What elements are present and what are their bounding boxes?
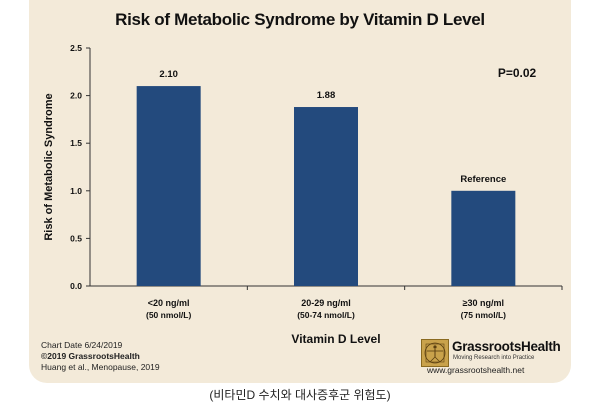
x-tick-label: ≥30 ng/ml [463,298,504,308]
y-tick-label: 2.5 [70,43,82,53]
p-value-annotation: P=0.02 [498,66,537,80]
vitruvian-man-icon [421,339,449,367]
image-caption: (비타민D 수치와 대사증후군 위험도) [209,388,391,402]
x-tick-label: 20-29 ng/ml [301,298,351,308]
chart-title: Risk of Metabolic Syndrome by Vitamin D … [115,10,485,29]
bar-value-label: 1.88 [317,90,336,101]
x-tick-sublabel: (75 nmol/L) [461,310,507,320]
y-tick-label: 1.0 [70,186,82,196]
bar [136,86,201,286]
y-tick-label: 1.5 [70,138,82,148]
y-tick-label: 0.0 [70,281,82,291]
bar [451,190,516,286]
x-tick-sublabel: (50 nmol/L) [146,310,192,320]
chart-footer: Chart Date 6/24/2019 ©2019 GrassrootsHea… [41,340,160,373]
chart-date: Chart Date 6/24/2019 [41,340,123,350]
source-citation: Huang et al., Menopause, 2019 [41,362,160,372]
bar-value-label: Reference [460,174,506,185]
copyright-text: ©2019 GrassrootsHealth [41,351,140,361]
y-axis-label: Risk of Metabolic Syndrome [43,93,55,240]
x-axis-label: Vitamin D Level [291,332,380,346]
bar-value-label: 2.10 [159,69,178,80]
y-tick-label: 2.0 [70,91,82,101]
logo-tagline: Moving Research into Practice [453,355,535,361]
grassroots-logo: GrassrootsHealth Moving Research into Pr… [421,337,561,377]
bar [294,107,358,286]
logo-name: GrassrootsHealth [452,339,561,354]
y-tick-label: 0.5 [70,233,82,243]
x-tick-label: <20 ng/ml [148,298,190,308]
website-url: www.grassrootshealth.net [427,365,525,375]
x-tick-sublabel: (50-74 nmol/L) [297,310,355,320]
